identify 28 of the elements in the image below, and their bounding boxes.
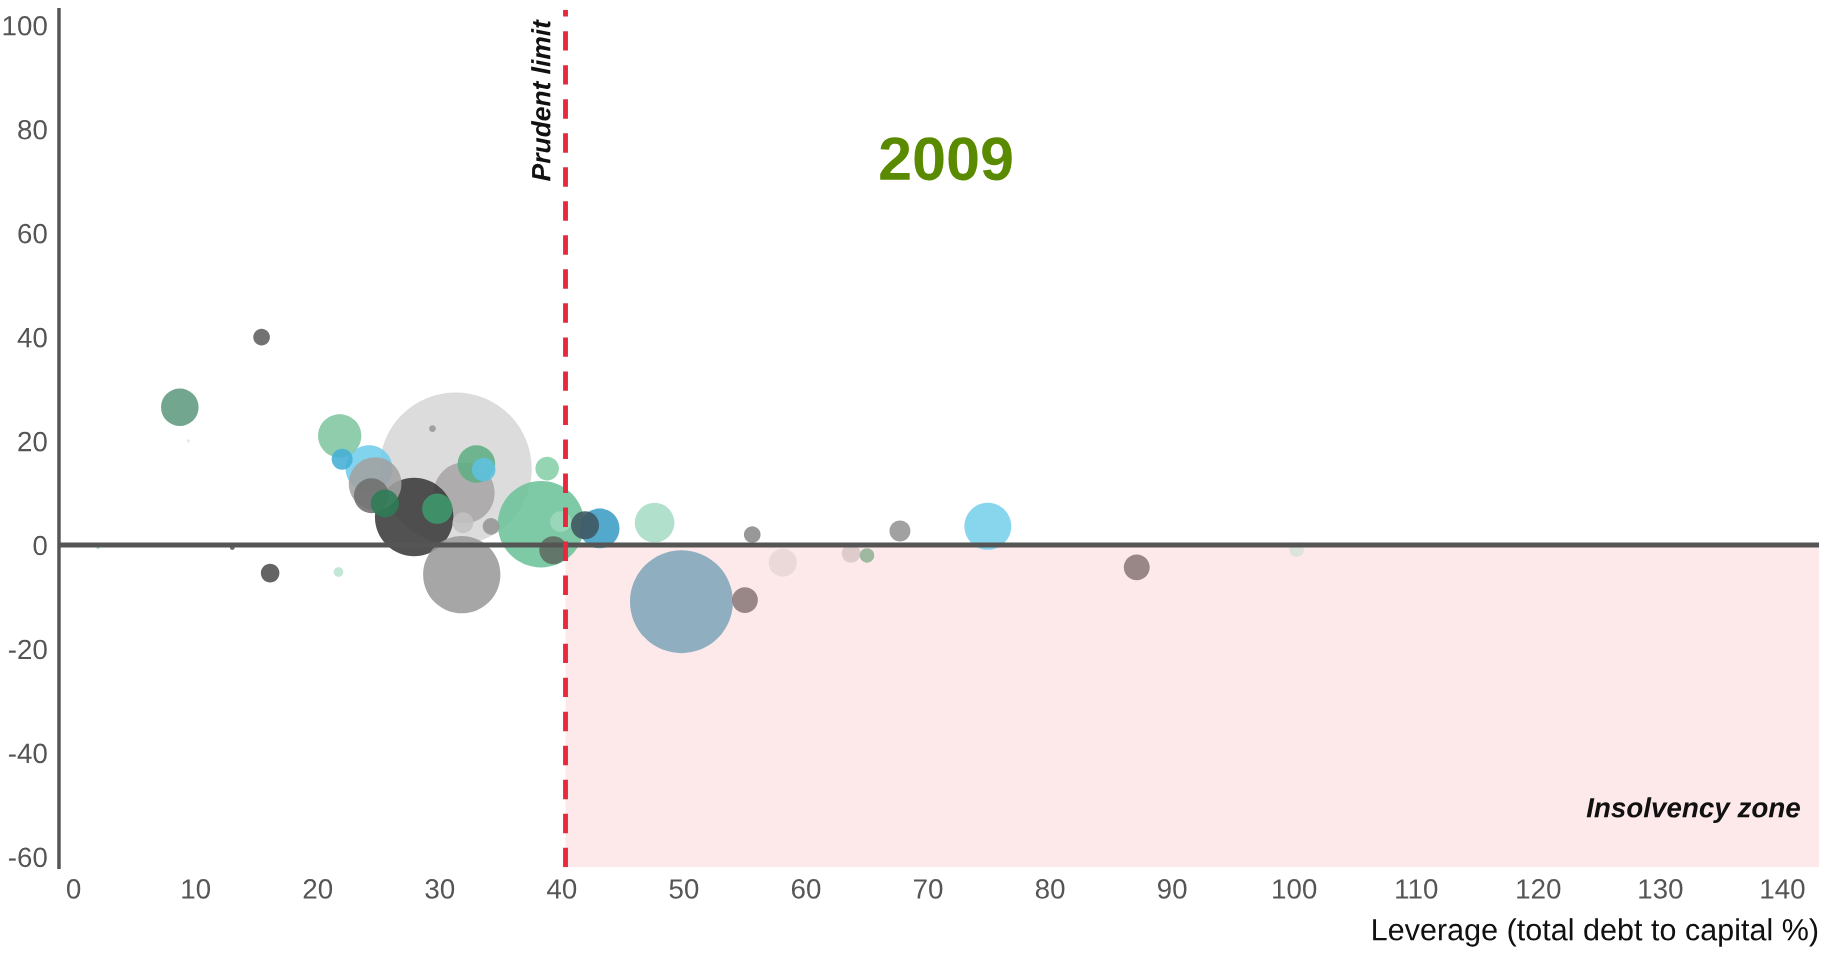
ref-line-label: Prudent limit <box>531 19 551 181</box>
y-tick-label: 100 <box>3 15 47 36</box>
y-tick-label: 60 <box>18 223 47 244</box>
y-tick-label: 0 <box>33 535 47 556</box>
x-tick-label: 0 <box>66 879 81 899</box>
x-tick-label: 110 <box>1396 879 1438 899</box>
y-tick-label: -60 <box>8 847 47 868</box>
text: 2009 <box>880 137 1012 181</box>
x-tick-label: 40 <box>547 879 577 899</box>
x-tick-label: 140 <box>1761 879 1805 899</box>
x-tick-label: 70 <box>914 879 943 899</box>
y-tick-label: -20 <box>8 639 47 660</box>
band-label: Insolvency zone <box>1586 797 1800 824</box>
x-tick-label: 100 <box>1273 879 1317 899</box>
y-tick-label: 40 <box>17 327 47 348</box>
x-tick-label: 60 <box>791 879 821 899</box>
x-tick-label: 30 <box>425 879 455 899</box>
y-tick-label: 80 <box>18 119 47 140</box>
y-tick-label: 20 <box>18 431 47 452</box>
x-tick-label: 50 <box>669 879 699 899</box>
x-tick-label: 130 <box>1639 879 1683 899</box>
x-tick-label: 90 <box>1157 879 1187 899</box>
x-axis-title: Leverage (total debt to capital %) <box>1373 918 1818 947</box>
y-tick-label: -40 <box>8 743 47 764</box>
x-tick-label: 80 <box>1035 879 1065 899</box>
x-tick-label: 20 <box>303 879 333 899</box>
x-tick-label: 10 <box>182 879 211 899</box>
x-tick-label: 120 <box>1517 879 1561 899</box>
